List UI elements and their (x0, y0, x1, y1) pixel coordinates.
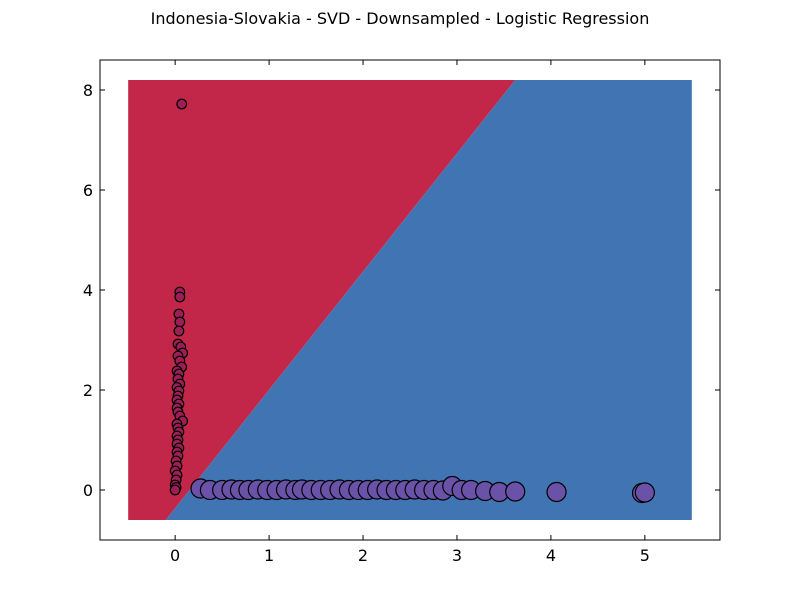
axes-frame (99, 59, 721, 541)
x-tick-label: 3 (452, 546, 462, 565)
y-tick-label: 0 (83, 481, 93, 500)
data-point (546, 481, 567, 503)
x-tick-label: 1 (264, 546, 274, 565)
x-tick-label: 4 (546, 546, 556, 565)
y-tick-label: 2 (83, 381, 93, 400)
data-points (169, 98, 655, 504)
region-left (128, 80, 516, 520)
data-point (174, 316, 186, 328)
x-tick-label: 5 (640, 546, 650, 565)
data-point (173, 325, 185, 337)
data-point (169, 484, 181, 496)
region-right (165, 80, 692, 520)
data-point (174, 291, 186, 303)
data-point (634, 482, 655, 503)
x-tick-label: 0 (170, 546, 180, 565)
y-tick-label: 4 (83, 281, 93, 300)
chart-title: Indonesia-Slovakia - SVD - Downsampled -… (150, 9, 650, 28)
x-tick-label: 2 (358, 546, 368, 565)
decision-regions (128, 80, 692, 520)
y-tick-label: 8 (83, 81, 93, 100)
data-point (505, 481, 526, 502)
y-tick-label: 6 (83, 181, 93, 200)
axis-ticks: 0 1 2 3 4 5 0 2 4 6 8 (83, 60, 720, 565)
data-point (176, 98, 188, 110)
